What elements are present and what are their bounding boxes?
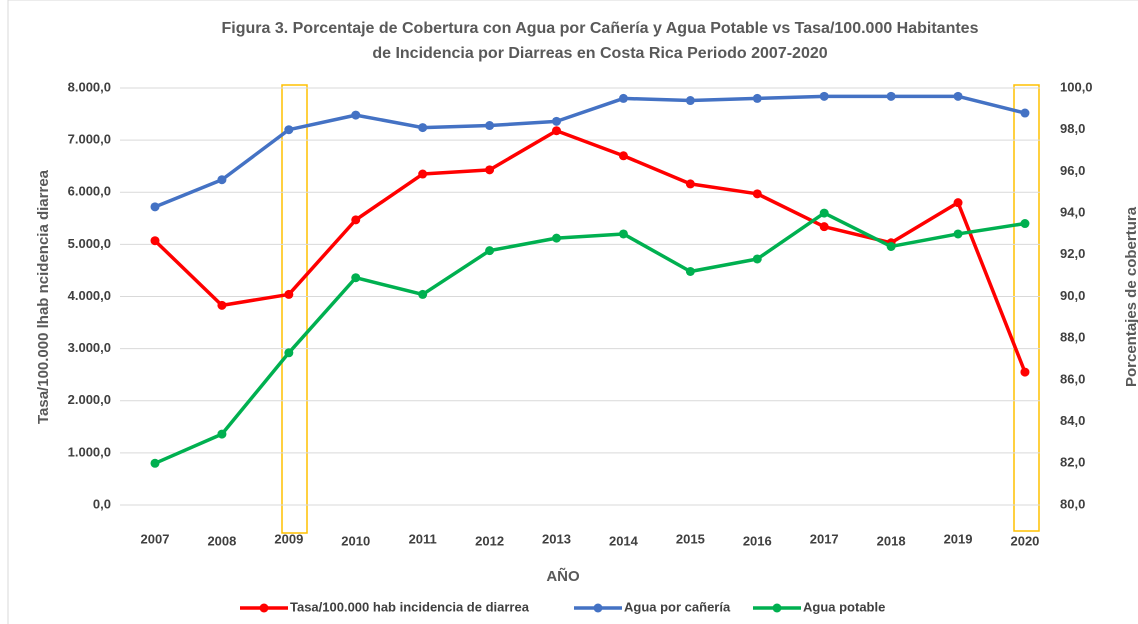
data-point xyxy=(618,93,628,103)
y-tick-label: 8.000,0 xyxy=(68,79,111,94)
data-point xyxy=(953,198,963,208)
data-point xyxy=(752,93,762,103)
y-tick-label: 3.000,0 xyxy=(68,340,111,355)
data-point xyxy=(284,125,294,135)
y2-tick-label: 94,0 xyxy=(1060,205,1085,220)
data-point xyxy=(217,429,227,439)
legend-marker xyxy=(772,603,782,613)
data-point xyxy=(150,202,160,212)
y-tick-label: 1.000,0 xyxy=(68,444,111,459)
x-axis-title: AÑO xyxy=(546,567,580,585)
data-point xyxy=(351,110,361,120)
data-point xyxy=(418,169,428,179)
data-point xyxy=(819,208,829,218)
data-point xyxy=(953,91,963,101)
y2-tick-label: 98,0 xyxy=(1060,121,1085,136)
x-tick-label: 2013 xyxy=(542,531,571,546)
y-tick-label: 7.000,0 xyxy=(68,132,111,147)
data-point xyxy=(685,96,695,106)
legend-label: Agua potable xyxy=(803,599,885,614)
data-point xyxy=(150,236,160,246)
legend-marker xyxy=(259,603,269,613)
chart-title: Figura 3. Porcentaje de Cobertura con Ag… xyxy=(222,20,979,37)
data-point xyxy=(953,229,963,239)
data-point xyxy=(485,121,495,131)
y2-axis-title: Porcentajes de cobertura xyxy=(1123,206,1138,387)
y-tick-label: 2.000,0 xyxy=(68,392,111,407)
data-point xyxy=(618,229,628,239)
chart-title: de Incidencia por Diarreas en Costa Rica… xyxy=(372,45,827,62)
data-point xyxy=(886,91,896,101)
legend-label: Tasa/100.000 hab incidencia de diarrea xyxy=(290,599,530,614)
data-point xyxy=(351,273,361,283)
chart-border xyxy=(7,0,1138,624)
y-tick-label: 5.000,0 xyxy=(68,236,111,251)
x-tick-label: 2007 xyxy=(141,531,170,546)
x-tick-label: 2014 xyxy=(609,533,639,548)
data-point xyxy=(552,126,562,136)
data-point xyxy=(752,254,762,264)
y2-tick-label: 82,0 xyxy=(1060,455,1085,470)
data-point xyxy=(819,91,829,101)
data-point xyxy=(819,222,829,232)
y2-tick-label: 88,0 xyxy=(1060,330,1085,345)
data-point xyxy=(351,215,361,225)
data-point xyxy=(685,266,695,276)
y-tick-label: 4.000,0 xyxy=(68,288,111,303)
y2-tick-label: 84,0 xyxy=(1060,413,1085,428)
x-tick-label: 2019 xyxy=(944,531,973,546)
y2-tick-label: 92,0 xyxy=(1060,246,1085,261)
legend-label: Agua por cañería xyxy=(624,599,731,614)
data-point xyxy=(685,179,695,189)
x-tick-label: 2018 xyxy=(877,533,906,548)
x-tick-label: 2011 xyxy=(409,531,437,546)
data-point xyxy=(284,289,294,299)
data-point xyxy=(418,123,428,133)
highlight-box xyxy=(281,84,308,534)
data-point xyxy=(886,241,896,251)
y-axis-title: Tasa/100.000 lhab ncidencia diarrea xyxy=(35,169,52,424)
x-tick-label: 2009 xyxy=(274,531,303,546)
y2-tick-label: 96,0 xyxy=(1060,163,1085,178)
data-point xyxy=(485,246,495,256)
data-point xyxy=(1020,108,1030,118)
data-point xyxy=(217,175,227,185)
data-point xyxy=(284,348,294,358)
x-tick-label: 2010 xyxy=(341,533,370,548)
x-tick-label: 2008 xyxy=(207,533,236,548)
y-tick-label: 6.000,0 xyxy=(68,184,111,199)
data-point xyxy=(485,165,495,175)
x-tick-label: 2012 xyxy=(475,533,504,548)
y2-tick-label: 86,0 xyxy=(1060,371,1085,386)
data-point xyxy=(150,458,160,468)
data-point xyxy=(217,300,227,310)
x-tick-label: 2017 xyxy=(810,531,839,546)
data-point xyxy=(552,116,562,126)
series-line xyxy=(153,128,1027,373)
x-tick-label: 2016 xyxy=(743,533,772,548)
data-point xyxy=(418,289,428,299)
series-line xyxy=(154,94,1026,209)
series-line xyxy=(154,211,1026,465)
x-tick-label: 2020 xyxy=(1010,533,1039,548)
data-point xyxy=(618,151,628,161)
data-point xyxy=(552,233,562,243)
y2-tick-label: 90,0 xyxy=(1060,288,1085,303)
y-tick-label: 0,0 xyxy=(93,496,111,511)
y2-tick-label: 100,0 xyxy=(1060,79,1093,94)
highlight-box xyxy=(1013,84,1040,532)
legend-marker xyxy=(593,603,603,613)
x-tick-label: 2015 xyxy=(676,531,705,546)
data-point xyxy=(1020,219,1030,229)
data-point xyxy=(1020,367,1030,377)
y2-tick-label: 80,0 xyxy=(1060,496,1085,511)
data-point xyxy=(752,189,762,199)
